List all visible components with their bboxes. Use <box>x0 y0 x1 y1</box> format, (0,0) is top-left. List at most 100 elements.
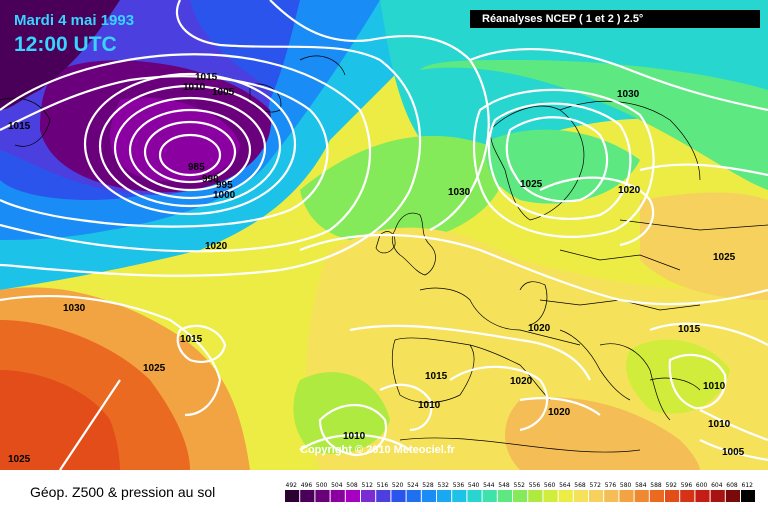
scale-swatch <box>452 490 467 502</box>
coastlines <box>0 55 768 453</box>
scale-swatch <box>589 490 604 502</box>
scale-tick-label: 520 <box>392 482 404 489</box>
scale-tick-label: 596 <box>681 482 693 489</box>
scale-swatch <box>741 490 755 502</box>
scale-tick-label: 572 <box>590 482 602 489</box>
isobar-label: 1015 <box>425 371 448 382</box>
isobar-label: 1030 <box>617 89 640 100</box>
scale-tick-label: 496 <box>301 482 313 489</box>
date-label: Mardi 4 mai 1993 <box>14 12 135 29</box>
scale-swatch <box>619 490 634 502</box>
scale-tick-label: 512 <box>362 482 374 489</box>
field-orange-mediterranean <box>505 397 700 470</box>
isobar-label: 1030 <box>448 187 471 198</box>
scale-tick-label: 600 <box>696 482 708 489</box>
isobar-label: 1010 <box>183 82 206 93</box>
source-label: Réanalyses NCEP ( 1 et 2 ) 2.5° <box>470 10 760 28</box>
scale-swatch <box>497 490 512 502</box>
isobar-label: 1025 <box>713 252 736 263</box>
scale-tick-label: 608 <box>726 482 738 489</box>
isobar-label: 1015 <box>195 72 218 83</box>
scale-tick-label: 532 <box>438 482 450 489</box>
isobar-label: 1005 <box>722 447 745 458</box>
scale-tick-label: 516 <box>377 482 389 489</box>
copyright-label: Copyright © 2010 Meteociel.fr <box>300 444 455 456</box>
field-green-light <box>300 135 505 244</box>
isobar-label: 1015 <box>180 334 203 345</box>
isobar-label: 1030 <box>63 303 86 314</box>
scale-swatch <box>376 490 391 502</box>
scale-swatch <box>665 490 680 502</box>
scale-tick-label: 576 <box>605 482 617 489</box>
isobar-labels: 1015 1010 1005 985 990 995 1000 1015 102… <box>8 72 745 465</box>
isobar-label: 1020 <box>528 323 551 334</box>
scale-tick-label: 552 <box>514 482 526 489</box>
isobar-label: 1015 <box>678 324 701 335</box>
scale-swatch <box>710 490 725 502</box>
field-red-orange <box>0 370 120 470</box>
scale-tick-label: 528 <box>422 482 434 489</box>
footer-title: Géop. Z500 & pression au sol <box>30 484 216 500</box>
isobar-label: 1020 <box>205 241 228 252</box>
scale-tick-label: 580 <box>620 482 632 489</box>
color-scale: 492 496 500 504 508 512 516 520 524 528 532 536 540 5… <box>285 482 755 502</box>
weather-map: 1015 1010 1005 985 990 995 1000 1015 102… <box>0 0 768 470</box>
isobar-label: 995 <box>216 180 233 191</box>
scale-tick-label: 524 <box>407 482 419 489</box>
scale-tick-label: 556 <box>529 482 541 489</box>
scale-tick-label: 604 <box>711 482 723 489</box>
scale-swatch <box>634 490 649 502</box>
isobar-label: 1025 <box>143 363 166 374</box>
isobar-label: 1025 <box>520 179 543 190</box>
isobars <box>0 0 768 470</box>
scale-swatch <box>649 490 664 502</box>
field-green-iberia <box>293 372 390 454</box>
scale-swatch <box>300 490 315 502</box>
scale-tick-label: 540 <box>468 482 480 489</box>
scale-tick-label: 492 <box>286 482 298 489</box>
scale-tick-label: 536 <box>453 482 465 489</box>
isobar-label: 1020 <box>510 376 533 387</box>
scale-swatch <box>513 490 528 502</box>
scale-tick-label: 508 <box>346 482 358 489</box>
isobar-label: 1010 <box>343 431 366 442</box>
scale-tick-label: 584 <box>635 482 647 489</box>
time-label: 12:00 UTC <box>14 33 117 56</box>
scale-swatch <box>315 490 330 502</box>
scale-swatch <box>725 490 740 502</box>
isobar-label: 985 <box>188 162 205 173</box>
scale-tick-label: 500 <box>316 482 328 489</box>
footer: Géop. Z500 & pression au sol 492 496 500 50… <box>0 470 768 512</box>
scale-swatch <box>467 490 482 502</box>
field-green <box>420 60 768 190</box>
field-orange-east <box>640 192 768 300</box>
scale-tick-label: 592 <box>666 482 678 489</box>
scale-swatch <box>285 490 300 502</box>
scale-swatch <box>330 490 345 502</box>
scale-swatch <box>528 490 543 502</box>
scale-tick-label: 588 <box>650 482 662 489</box>
isobar-label: 1000 <box>213 190 236 201</box>
scale-swatch <box>573 490 588 502</box>
scale-swatch <box>558 490 573 502</box>
scale-tick-label: 568 <box>574 482 586 489</box>
scale-swatch <box>361 490 376 502</box>
scale-swatch <box>680 490 695 502</box>
scale-swatch <box>391 490 406 502</box>
scale-swatch <box>543 490 558 502</box>
isobar-label: 1005 <box>212 87 235 98</box>
isobar-label: 1015 <box>8 121 31 132</box>
scale-swatch <box>604 490 619 502</box>
scale-tick-label: 560 <box>544 482 556 489</box>
scale-tick-label: 548 <box>498 482 510 489</box>
scale-swatch <box>406 490 421 502</box>
scale-tick-label: 504 <box>331 482 343 489</box>
isobar-label: 1025 <box>8 454 31 465</box>
scale-swatch <box>421 490 436 502</box>
scale-tick-label: 544 <box>483 482 495 489</box>
isobar-label: 1010 <box>708 419 731 430</box>
isobar-label: 1020 <box>618 185 641 196</box>
scale-swatch <box>437 490 452 502</box>
field-green-scandinavia <box>486 129 640 204</box>
isobar-label: 990 <box>202 174 219 185</box>
